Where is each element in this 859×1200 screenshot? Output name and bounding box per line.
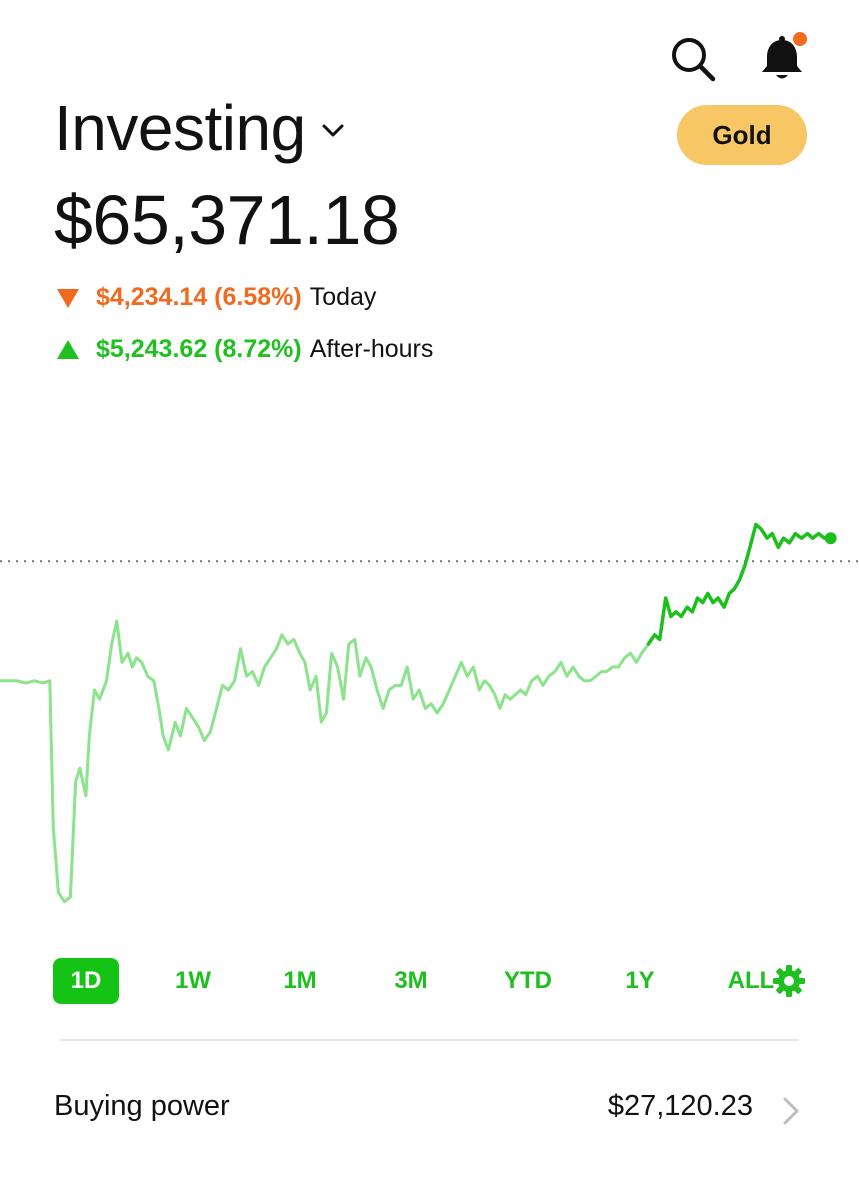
bell-icon: [762, 30, 809, 79]
notification-dot: [791, 30, 809, 48]
search-button[interactable]: [668, 34, 718, 84]
range-tab-3m[interactable]: 3M: [394, 967, 428, 994]
divider: [60, 1039, 799, 1041]
chart-line-after-hours: [646, 522, 833, 646]
triangle-up-icon: [57, 339, 79, 359]
buying-power-label: Buying power: [54, 1090, 230, 1122]
chart-line-regular-hours: [0, 619, 650, 904]
range-tab-all[interactable]: ALL: [727, 967, 775, 994]
portfolio-balance: $65,371.18: [54, 181, 400, 259]
after-hours-change-amount: $5,243.62 (8.72%): [96, 335, 302, 363]
after-hours-change-label: After-hours: [309, 335, 434, 363]
buying-power-value: $27,120.23: [607, 1090, 753, 1122]
chart-current-point: [824, 532, 837, 545]
range-tab-1y[interactable]: 1Y: [625, 967, 655, 994]
chevron-down-icon: [322, 124, 344, 137]
portfolio-chart[interactable]: [0, 380, 859, 960]
page-title: Investing: [54, 92, 306, 164]
today-change-amount: $4,234.14 (6.58%): [96, 283, 302, 311]
buying-power-row[interactable]: Buying power $27,120.23: [0, 1070, 859, 1150]
triangle-down-icon: [57, 288, 79, 308]
search-icon: [672, 38, 716, 82]
after-hours-change: $5,243.62 (8.72%) After-hours: [56, 335, 433, 364]
notifications-button[interactable]: [756, 30, 812, 86]
gear-icon[interactable]: [772, 964, 806, 998]
gold-button[interactable]: Gold: [677, 105, 807, 165]
range-tab-1m[interactable]: 1M: [283, 967, 317, 994]
today-change-label: Today: [309, 283, 377, 311]
range-tab-ytd[interactable]: YTD: [504, 967, 552, 994]
account-selector[interactable]: Investing: [54, 90, 346, 166]
range-tab-1w[interactable]: 1W: [175, 967, 211, 994]
range-selector: 1D 1W 1M 3M YTD 1Y ALL: [0, 958, 859, 1006]
chevron-right-icon: [783, 1097, 799, 1125]
today-change: $4,234.14 (6.58%) Today: [56, 283, 376, 312]
range-tab-1d[interactable]: 1D: [53, 958, 119, 1004]
